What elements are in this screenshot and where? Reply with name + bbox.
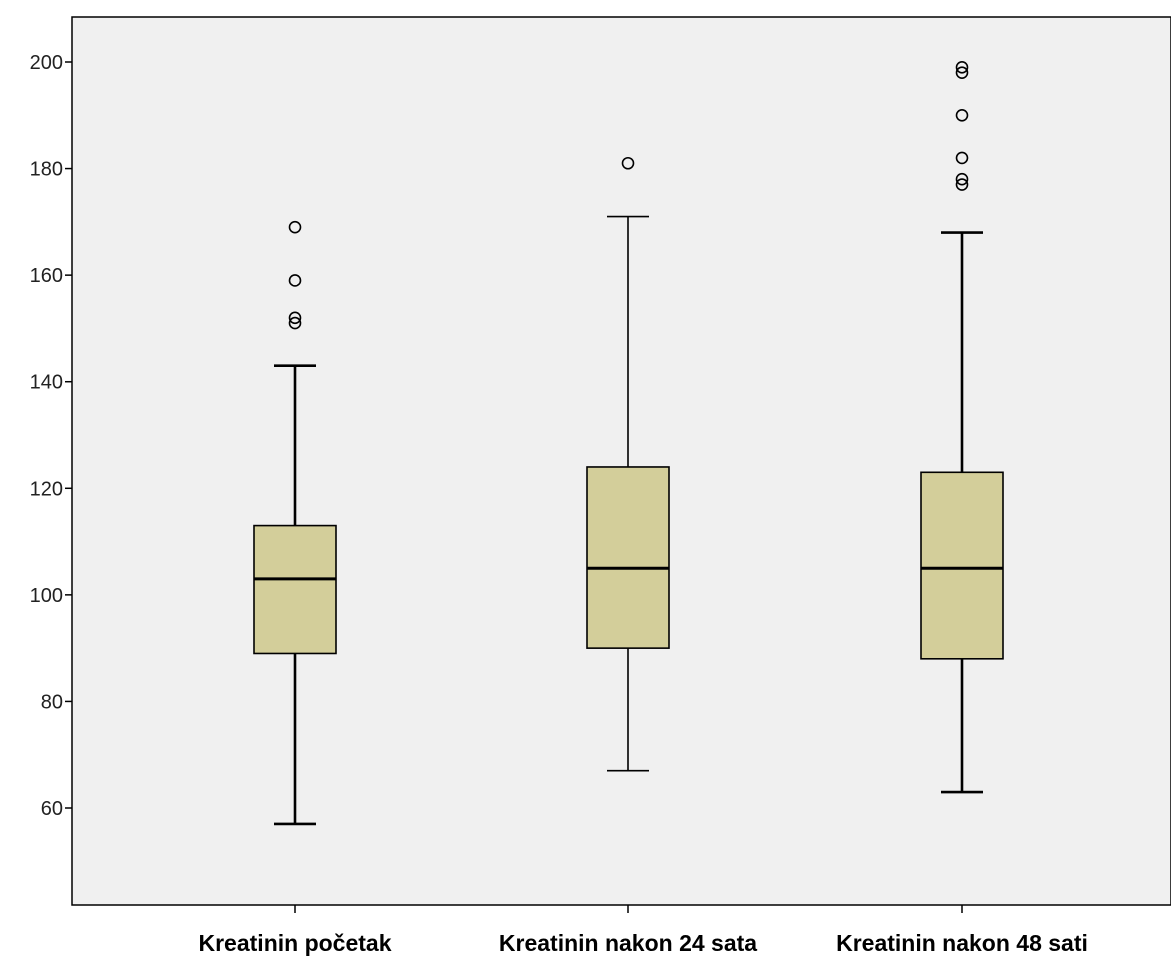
box-group xyxy=(253,220,337,826)
outlier-point xyxy=(288,220,302,234)
iqr-box xyxy=(586,466,670,649)
y-tick-label: 180 xyxy=(30,159,63,181)
outlier-point xyxy=(288,274,302,287)
x-axis: Kreatinin početak Kreatinin nakon 24 sata… xyxy=(199,905,1088,956)
y-tick-label: 160 xyxy=(30,265,63,287)
outlier-point xyxy=(621,156,635,170)
y-tick-label: 140 xyxy=(30,372,63,394)
outlier-point xyxy=(955,66,969,79)
iqr-box xyxy=(920,471,1004,660)
y-tick-label: 200 xyxy=(30,52,63,74)
box-group xyxy=(920,61,1004,794)
y-tick-label: 120 xyxy=(30,478,63,500)
outlier-point xyxy=(288,311,302,325)
x-category-label: Kreatinin početak xyxy=(199,930,392,956)
box-group xyxy=(586,156,670,772)
y-axis: 60 80 100 120 140 160 180 200 xyxy=(30,52,72,820)
x-category-label: Kreatinin nakon 24 sata xyxy=(499,930,757,956)
boxes xyxy=(253,61,1004,826)
iqr-box xyxy=(253,524,337,655)
outlier-point xyxy=(288,316,302,330)
outlier-point xyxy=(955,61,969,74)
outlier-point xyxy=(955,172,969,186)
outlier-point xyxy=(955,108,969,122)
x-category-label: Kreatinin nakon 48 sati xyxy=(836,930,1088,956)
y-tick-label: 60 xyxy=(41,798,63,820)
y-tick-label: 100 xyxy=(30,585,63,607)
y-tick-label: 80 xyxy=(41,691,63,713)
outlier-point xyxy=(955,178,969,191)
outlier-point xyxy=(955,151,969,165)
plot-area xyxy=(71,16,1171,906)
